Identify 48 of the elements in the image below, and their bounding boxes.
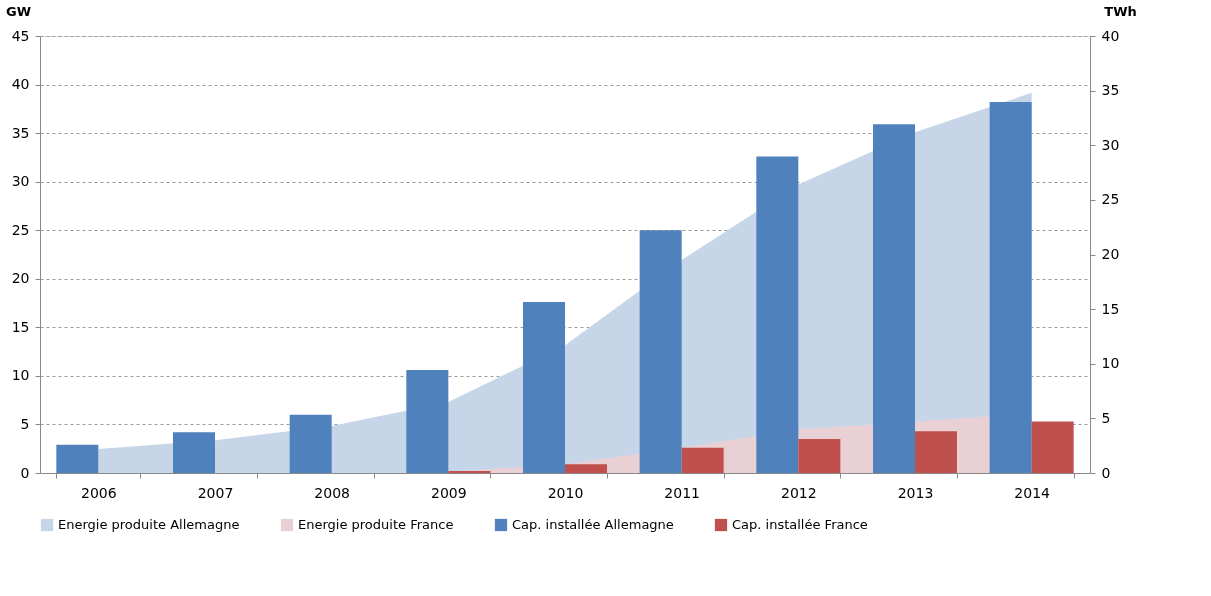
x-tick-label: 2013 — [897, 484, 934, 501]
y-tick-label: 30 — [11, 173, 30, 190]
bar — [798, 439, 841, 473]
y2-tick-label: 40 — [1101, 27, 1120, 44]
bar — [56, 444, 99, 473]
legend-label: Cap. installée France — [732, 517, 868, 532]
bar — [873, 124, 915, 473]
y2-axis-title: TWh — [1104, 3, 1137, 19]
x-tick-label: 2014 — [1014, 484, 1051, 501]
x-tick-label: 2012 — [781, 484, 817, 501]
y-tick-label: 20 — [11, 270, 30, 287]
bar — [523, 302, 565, 473]
x-tick-label: 2006 — [81, 484, 117, 501]
legend-label: Energie produite Allemagne — [58, 517, 240, 532]
bar — [681, 447, 724, 473]
y2-tick-label: 25 — [1101, 191, 1120, 208]
bar — [989, 102, 1032, 473]
y2-tick-label: 15 — [1101, 300, 1120, 317]
x-tick-label: 2010 — [547, 484, 584, 501]
x-tick-label: 2008 — [314, 484, 350, 501]
y2-tick-label: 5 — [1101, 409, 1111, 426]
bar — [406, 370, 449, 473]
y-tick-label: 40 — [11, 76, 30, 93]
y2-tick-label: 0 — [1101, 464, 1111, 481]
x-tick-label: 2009 — [431, 484, 467, 501]
x-tick-label: 2011 — [664, 484, 700, 501]
y-tick-label: 5 — [20, 415, 30, 432]
y2-tick-label: 35 — [1101, 82, 1120, 99]
y2-tick-label: 20 — [1101, 246, 1120, 262]
bar — [756, 156, 799, 473]
y-tick-label: 25 — [11, 221, 30, 238]
y2-tick-label: 10 — [1101, 355, 1120, 372]
bar — [915, 431, 957, 473]
x-tick-label: 2007 — [197, 484, 234, 501]
legend-label: Energie produite France — [298, 517, 454, 532]
y-tick-label: 45 — [11, 27, 30, 44]
bar — [1031, 421, 1074, 473]
bar — [173, 432, 215, 473]
bar — [565, 464, 607, 473]
y2-tick-label: 30 — [1101, 136, 1120, 153]
bar — [639, 230, 682, 473]
bar — [289, 414, 332, 473]
legend-label: Cap. installée Allemagne — [512, 517, 674, 532]
y-tick-label: 15 — [11, 318, 30, 335]
y-axis-title: GW — [5, 3, 32, 19]
y-tick-label: 0 — [20, 464, 30, 481]
y-tick-label: 10 — [11, 367, 30, 384]
y-tick-label: 35 — [11, 124, 30, 141]
